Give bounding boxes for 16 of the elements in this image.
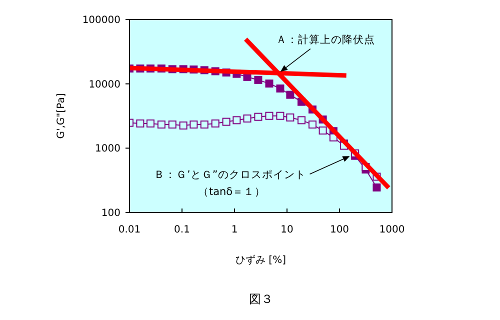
- x-tick-label: 100: [330, 224, 350, 236]
- x-axis-title: ひずみ [%]: [236, 254, 286, 266]
- x-tick-label: 10: [280, 224, 294, 236]
- x-tick-label: 0.1: [174, 224, 190, 236]
- y-tick-label: 100000: [82, 15, 120, 26]
- annotation: Ｂ：Ｇ’とＧ”のクロスポイント: [154, 169, 306, 182]
- x-tick-label: 1: [231, 224, 238, 236]
- y-tick-label: 1000: [95, 144, 120, 155]
- y-tick-label: 10000: [88, 79, 120, 90]
- x-tick-label: 0.01: [118, 224, 141, 236]
- x-tick-label: 1000: [379, 224, 405, 236]
- text: 図３: [248, 292, 273, 306]
- annotation: Ａ：計算上の降伏点: [276, 32, 375, 46]
- y-tick-label: 100: [101, 208, 120, 219]
- annotation: （tanδ＝１）: [198, 186, 266, 198]
- y-axis-title: G',G"[Pa]: [56, 93, 67, 139]
